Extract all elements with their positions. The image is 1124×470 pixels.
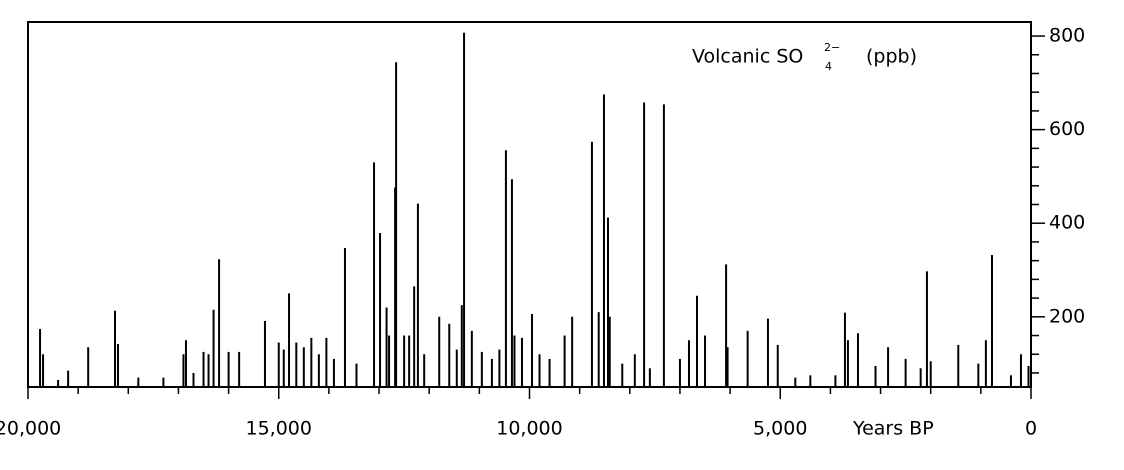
x-tick-label: 5,000 [753, 418, 807, 440]
y-tick-label: 400 [1049, 212, 1085, 234]
x-tick-label: 0 [1025, 418, 1037, 440]
y-tick-label: 800 [1049, 25, 1085, 47]
x-tick-label: 15,000 [246, 418, 312, 440]
y-tick-label: 200 [1049, 305, 1085, 327]
x-tick-label: 20,000 [0, 418, 61, 440]
plot-frame [27, 21, 1032, 388]
x-tick-label: 10,000 [496, 418, 562, 440]
title-subscript: 4 [825, 60, 832, 73]
title-superscript: 2− [824, 41, 840, 54]
x-axis-label: Years BP [852, 418, 934, 440]
title-unit: (ppb) [866, 46, 917, 68]
y-tick-label: 600 [1049, 118, 1085, 140]
chart-title: Volcanic SO [692, 46, 803, 68]
